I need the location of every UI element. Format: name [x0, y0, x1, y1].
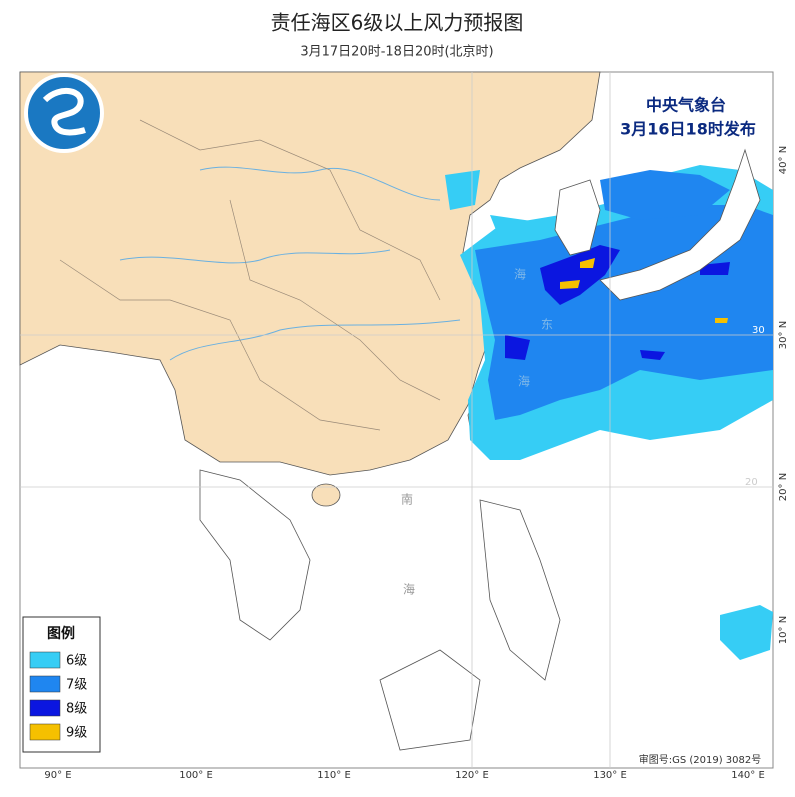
- wind-area-8: [505, 245, 730, 360]
- latitude-label: 10° N: [778, 616, 789, 644]
- map: 30 20 海 东 海 南 海 中央气象台 3月16日18时发布 图例 6级 7级…: [19, 71, 774, 769]
- korea: [554, 179, 601, 256]
- latitude-labels: 40° N 30° N 20° N 10° N: [778, 146, 789, 644]
- japan: [599, 148, 761, 301]
- borneo: [379, 649, 481, 751]
- approval: 审图号:GS (2019) 3082号: [639, 753, 762, 766]
- legend-label: 8级: [66, 702, 87, 717]
- legend: 图例 6级 7级 8级 9级: [22, 616, 101, 753]
- indochina: [199, 469, 311, 641]
- grid-label: 20: [745, 477, 758, 488]
- grid-label: 30: [752, 325, 765, 336]
- agency: 中央气象台: [646, 96, 726, 115]
- longitude-label: 120° E: [455, 770, 489, 781]
- philippines: [479, 499, 561, 681]
- rivers: [119, 166, 461, 361]
- province-borders: [59, 119, 441, 431]
- title: 责任海区6级以上风力预报图: [271, 11, 524, 35]
- legend-title: 图例: [47, 625, 75, 642]
- latitude-label: 40° N: [778, 146, 789, 174]
- longitude-label: 100° E: [179, 770, 213, 781]
- latitude-label: 30° N: [778, 321, 789, 349]
- legend-swatch: [29, 675, 61, 693]
- legend-swatch: [29, 723, 61, 741]
- wind-area-7: [600, 170, 730, 220]
- sea-label: 海: [403, 582, 415, 597]
- sea-label: 东: [541, 318, 553, 332]
- longitude-label: 90° E: [44, 770, 71, 781]
- sea-label: 南: [401, 492, 413, 507]
- china-land: [19, 71, 601, 476]
- longitude-label: 110° E: [317, 770, 351, 781]
- longitude-labels: 90° E 100° E 110° E 120° E 130° E 140° E: [44, 770, 764, 781]
- sea-label: 海: [514, 267, 526, 282]
- subtitle: 3月17日20时-18日20时(北京时): [300, 45, 493, 60]
- hainan: [311, 483, 341, 507]
- latitude-label: 20° N: [778, 473, 789, 501]
- legend-label: 6级: [66, 654, 87, 669]
- wind-area-6: [445, 170, 773, 660]
- longitude-label: 140° E: [731, 770, 765, 781]
- issued-time: 3月16日18时发布: [620, 120, 756, 139]
- legend-label: 9级: [66, 726, 87, 741]
- legend-swatch: [29, 651, 61, 669]
- logo: [24, 73, 104, 153]
- legend-label: 7级: [66, 678, 87, 693]
- longitude-label: 130° E: [593, 770, 627, 781]
- sea-label: 海: [518, 374, 530, 389]
- legend-swatch: [29, 699, 61, 717]
